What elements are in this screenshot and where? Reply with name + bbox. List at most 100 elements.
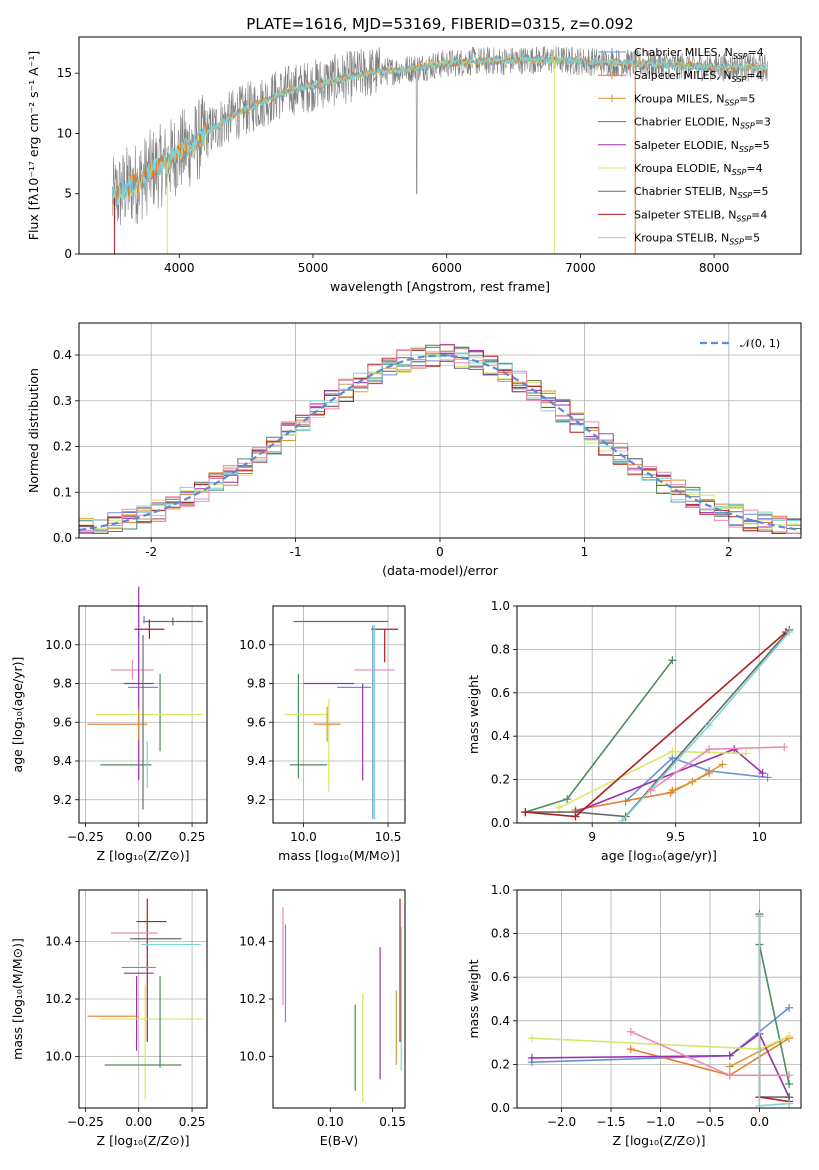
- y-axis-label: age [log₁₀(age/yr)]: [10, 657, 25, 773]
- series-kroupa_stelib: [755, 912, 794, 1108]
- axes-frame: [78, 605, 208, 824]
- legend-label: Kroupa MILES, NSSP=5: [634, 92, 755, 107]
- data-point: [725, 1062, 734, 1071]
- x-tick-label: 1: [581, 545, 589, 559]
- legend-sub: SSP: [738, 191, 753, 200]
- series-kroupa_stelib: [618, 628, 794, 823]
- y-tick-label: 0.4: [491, 1014, 510, 1028]
- legend-item: Salpeter ELODIE, NSSP=5: [598, 139, 770, 154]
- y-tick-label: 0.0: [491, 816, 510, 830]
- series-line: [758, 914, 790, 1102]
- y-tick-label: 0.8: [491, 927, 510, 941]
- legend-label: Salpeter STELIB, NSSP=4: [634, 208, 767, 223]
- legend-item: Kroupa STELIB, NSSP=5: [598, 232, 760, 247]
- data-point: [785, 1099, 794, 1108]
- series-pink: [626, 1027, 794, 1080]
- data-point: [668, 786, 677, 795]
- observed-spectrum-line: [112, 46, 768, 226]
- x-tick-label: 10: [752, 830, 767, 844]
- y-tick-label: 0.2: [491, 773, 510, 787]
- legend-value: =5: [754, 139, 770, 152]
- series-kroupa_elodie: [554, 747, 750, 812]
- data-point: [725, 1051, 734, 1060]
- axes-frame: [78, 322, 802, 539]
- series-line: [575, 748, 764, 813]
- legend-sub: SSP: [740, 122, 755, 131]
- legend-value: =5: [752, 185, 768, 198]
- y-tick-label: 0: [64, 247, 72, 261]
- series-line: [525, 629, 790, 818]
- data-point: [780, 743, 789, 752]
- series-line: [621, 631, 790, 822]
- plot-body: [87, 586, 203, 810]
- legend-item: Kroupa MILES, NSSP=5: [598, 92, 755, 107]
- legend-item: Kroupa ELODIE, NSSP=4: [598, 162, 763, 177]
- x-tick-label: -1: [290, 545, 302, 559]
- x-tick-label: 9: [588, 830, 596, 844]
- data-point: [785, 1032, 794, 1041]
- x-tick-label: -2: [145, 545, 157, 559]
- data-point: [718, 760, 727, 769]
- legend-value: =5: [739, 92, 755, 105]
- legend-name: Kroupa ELODIE, N: [634, 162, 732, 175]
- y-tick-label: 0.6: [491, 970, 510, 984]
- axes-frame: [516, 889, 802, 1109]
- legend-name: Kroupa MILES, N: [634, 92, 724, 105]
- legend-name: Salpeter STELIB, N: [634, 208, 736, 221]
- errorbar-chabrier_stelib: [143, 617, 203, 626]
- axes-frame: [272, 605, 406, 824]
- x-axis-label: Z [log₁₀(Z/Z⊙)]: [97, 848, 190, 863]
- panel-mass_vs_ebv: 0.10 0.15 10.0 10.2 10.4 E(B-V): [239, 889, 406, 1148]
- x-tick-label: −2.0: [547, 1115, 576, 1129]
- y-tick-label: 9.2: [53, 793, 72, 807]
- legend-name: Salpeter MILES, N: [634, 69, 732, 82]
- y-tick-label: 10.0: [45, 1049, 72, 1063]
- x-tick-label: 9.5: [666, 830, 685, 844]
- legend-name: Chabrier ELODIE, N: [634, 116, 740, 129]
- legend-value: =4: [747, 46, 763, 59]
- series-line: [758, 944, 790, 1085]
- data-point: [705, 721, 714, 730]
- y-tick-label: 10: [57, 126, 72, 140]
- histogram-step-chabrier_stelib: [79, 344, 801, 534]
- legend-sub: SSP: [732, 75, 747, 84]
- x-tick-label: 0.00: [125, 830, 152, 844]
- data-point: [626, 1045, 635, 1054]
- y-tick-label: 0.1: [53, 485, 72, 499]
- legend-value: =4: [746, 69, 762, 82]
- legend-label: 𝒩(0, 1): [740, 337, 780, 350]
- x-tick-label: −0.5: [695, 1115, 724, 1129]
- data-point: [571, 812, 580, 821]
- legend-label: Salpeter MILES, NSSP=4: [634, 69, 763, 84]
- y-tick-label: 0.4: [491, 729, 510, 743]
- y-tick-label: 0.2: [491, 1057, 510, 1071]
- y-tick-label: 9.6: [247, 715, 266, 729]
- legend-name: Chabrier MILES, N: [634, 46, 733, 59]
- data-point: [646, 786, 655, 795]
- series-line: [625, 756, 768, 802]
- x-axis-label: wavelength [Angstrom, rest frame]: [330, 279, 550, 294]
- data-point: [785, 1080, 794, 1089]
- y-tick-label: 1.0: [491, 599, 510, 613]
- y-tick-label: 0.3: [53, 394, 72, 408]
- legend-item: Chabrier MILES, NSSP=4: [598, 46, 764, 61]
- y-tick-label: 10.4: [239, 935, 266, 949]
- x-tick-label: 5000: [298, 261, 329, 275]
- y-tick-label: 0.4: [53, 348, 72, 362]
- data-point: [527, 1053, 536, 1062]
- histogram-step-pink: [79, 349, 801, 534]
- data-point: [763, 773, 772, 782]
- y-tick-label: 9.4: [53, 754, 72, 768]
- histogram-legend: 𝒩(0, 1): [700, 337, 780, 350]
- legend-name: Kroupa STELIB, N: [634, 232, 729, 245]
- y-tick-label: 0.0: [491, 1101, 510, 1115]
- legend-name: Salpeter ELODIE, N: [634, 139, 739, 152]
- x-tick-label: 0: [436, 545, 444, 559]
- axes-frame: [78, 36, 802, 255]
- panel-weight_vs_Z: −2.0 −1.5 −1.0 −0.5 0.0 0.0 0.2 0.4 0.6 0.8 1.0 Z […: [466, 883, 802, 1148]
- data-point: [554, 803, 563, 812]
- series-line: [672, 763, 723, 792]
- x-tick-label: 10.0: [290, 830, 317, 844]
- y-axis-label: mass [log₁₀(M/M⊙)]: [10, 938, 25, 1060]
